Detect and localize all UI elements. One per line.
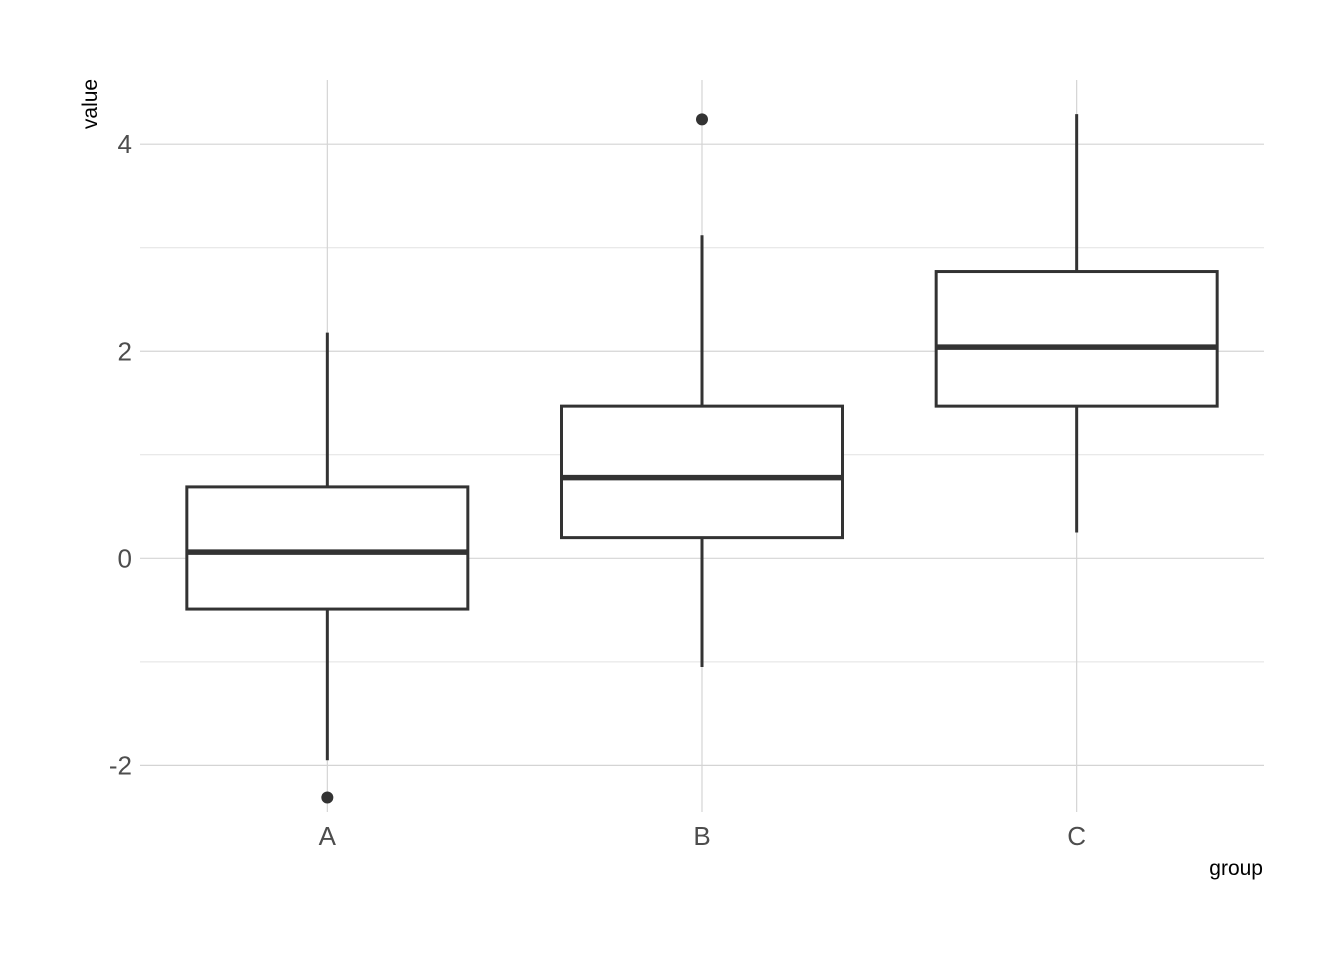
box-group-c <box>934 114 1219 533</box>
box-iqr <box>185 485 470 611</box>
y-axis-tick-labels: -2 0 2 4 <box>109 129 132 780</box>
y-tick-label: -2 <box>109 750 132 780</box>
box-group-a <box>185 332 470 804</box>
y-tick-label: 0 <box>118 543 132 573</box>
box-group-b <box>560 113 844 668</box>
box-iqr <box>560 404 844 540</box>
y-tick-label: 4 <box>118 129 132 159</box>
outlier-point <box>696 113 708 126</box>
y-tick-label: 2 <box>118 336 132 366</box>
x-axis-tick-labels: A B C <box>319 821 1086 851</box>
outlier-point <box>321 791 334 804</box>
box-iqr <box>934 270 1219 408</box>
x-axis-title: group <box>1209 857 1263 880</box>
x-tick-label: B <box>693 821 710 851</box>
x-tick-label: A <box>319 821 337 851</box>
y-axis-title: value <box>79 79 102 129</box>
x-tick-label: C <box>1067 821 1086 851</box>
boxes <box>185 113 1219 804</box>
